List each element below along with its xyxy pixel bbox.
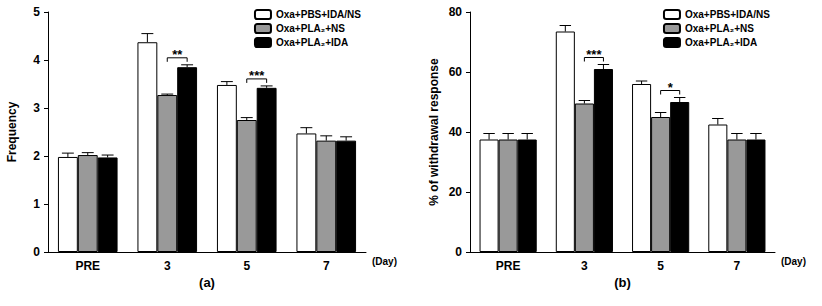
svg-text:4: 4 bbox=[33, 53, 40, 67]
svg-text:*: * bbox=[668, 80, 674, 95]
svg-text:Frequency: Frequency bbox=[5, 101, 19, 162]
svg-text:**: ** bbox=[172, 47, 183, 62]
svg-text:(Day): (Day) bbox=[372, 256, 397, 267]
svg-text:5: 5 bbox=[33, 5, 40, 19]
svg-text:5: 5 bbox=[657, 259, 664, 273]
svg-text:3: 3 bbox=[33, 101, 40, 115]
svg-text:Oxa+PLA₂+NS: Oxa+PLA₂+NS bbox=[685, 23, 754, 34]
svg-text:***: *** bbox=[586, 47, 602, 62]
svg-text:Oxa+PLA₂+IDA: Oxa+PLA₂+IDA bbox=[685, 37, 757, 48]
svg-text:20: 20 bbox=[449, 185, 463, 199]
svg-text:PRE: PRE bbox=[75, 259, 100, 273]
svg-text:% of withdrawal response: % of withdrawal response bbox=[427, 58, 441, 206]
svg-text:7: 7 bbox=[323, 259, 330, 273]
svg-text:(a): (a) bbox=[199, 275, 215, 290]
svg-text:80: 80 bbox=[449, 5, 463, 19]
svg-text:(Day): (Day) bbox=[781, 256, 806, 267]
svg-text:PRE: PRE bbox=[496, 259, 521, 273]
svg-text:Oxa+PBS+IDA/NS: Oxa+PBS+IDA/NS bbox=[276, 9, 361, 20]
svg-text:40: 40 bbox=[449, 125, 463, 139]
svg-text:3: 3 bbox=[581, 259, 588, 273]
svg-text:3: 3 bbox=[164, 259, 171, 273]
svg-text:Oxa+PLA₂+NS: Oxa+PLA₂+NS bbox=[276, 23, 345, 34]
svg-text:7: 7 bbox=[734, 259, 741, 273]
svg-text:Oxa+PLA₂+IDA: Oxa+PLA₂+IDA bbox=[276, 37, 348, 48]
svg-text:0: 0 bbox=[33, 245, 40, 259]
svg-text:1: 1 bbox=[33, 197, 40, 211]
svg-text:60: 60 bbox=[449, 65, 463, 79]
svg-text:5: 5 bbox=[243, 259, 250, 273]
svg-text:Oxa+PBS+IDA/NS: Oxa+PBS+IDA/NS bbox=[685, 9, 770, 20]
svg-text:***: *** bbox=[249, 68, 265, 83]
svg-text:0: 0 bbox=[455, 245, 462, 259]
svg-text:(b): (b) bbox=[614, 275, 631, 290]
svg-text:2: 2 bbox=[33, 149, 40, 163]
